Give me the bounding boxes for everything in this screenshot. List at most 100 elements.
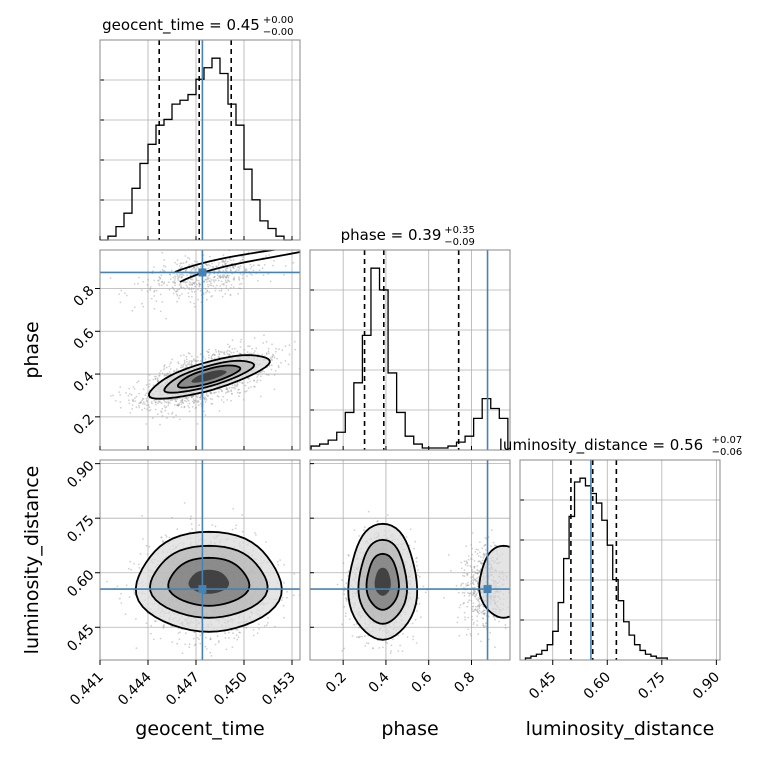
sample-point — [185, 284, 188, 287]
sample-point — [135, 647, 138, 650]
sample-point — [165, 406, 168, 408]
sample-point — [207, 278, 209, 280]
sample-point — [109, 277, 112, 279]
sample-point — [196, 401, 199, 404]
sample-point — [224, 637, 227, 639]
sample-point — [232, 267, 235, 269]
sample-point — [180, 285, 183, 287]
sample-point — [182, 286, 185, 289]
sample-point — [187, 352, 190, 354]
sample-point — [150, 624, 153, 627]
sample-point — [274, 625, 276, 628]
sample-point — [162, 627, 165, 629]
sample-point — [258, 269, 261, 272]
sample-point — [204, 263, 207, 266]
sample-point — [171, 411, 174, 414]
sample-point — [210, 392, 212, 395]
sample-point — [241, 274, 244, 276]
sample-point — [204, 287, 207, 290]
sample-point — [145, 399, 148, 402]
sample-point — [227, 280, 230, 282]
sample-point — [191, 263, 194, 265]
sample-point — [182, 365, 185, 367]
sample-point — [179, 401, 182, 403]
sample-point — [166, 284, 168, 287]
sample-point — [197, 298, 200, 301]
sample-point — [174, 284, 177, 287]
sample-point — [127, 394, 130, 397]
sample-point — [218, 270, 220, 272]
sample-point — [199, 353, 202, 356]
sample-point — [305, 332, 307, 334]
sample-point — [224, 293, 227, 295]
sample-point — [268, 365, 271, 367]
sample-point — [145, 544, 148, 547]
sample-point — [227, 631, 230, 634]
sample-point — [169, 402, 171, 404]
sample-point — [227, 343, 229, 346]
sample-point — [205, 278, 208, 280]
sample-point — [249, 267, 252, 270]
sample-point — [153, 279, 156, 282]
sample-point — [246, 351, 249, 354]
sample-point — [185, 260, 188, 263]
sample-point — [176, 273, 179, 276]
sample-point — [213, 354, 216, 357]
sample-point — [131, 399, 134, 402]
sample-point — [240, 255, 243, 258]
sample-point — [228, 346, 231, 349]
sample-point — [257, 264, 259, 267]
panel-2d-geocent_time-luminosity_distance — [99, 459, 301, 661]
sample-point — [188, 257, 191, 260]
sample-point — [191, 283, 194, 286]
sample-point — [230, 287, 232, 289]
sample-point — [184, 281, 187, 284]
sample-point — [159, 277, 162, 280]
sample-point — [220, 280, 223, 283]
sample-point — [141, 399, 144, 402]
sample-point — [165, 317, 167, 320]
sample-point — [173, 279, 176, 281]
sample-point — [154, 378, 157, 380]
sample-point — [210, 402, 213, 405]
sample-point — [129, 560, 132, 563]
sample-point — [180, 286, 183, 289]
sample-point — [190, 288, 193, 291]
sample-point — [199, 396, 202, 399]
sample-point — [255, 381, 258, 383]
sample-point — [149, 287, 152, 290]
sample-point — [176, 528, 179, 531]
sample-point — [182, 262, 185, 264]
sample-point — [232, 278, 235, 280]
sample-point — [246, 275, 248, 277]
sample-point — [207, 285, 210, 288]
sample-point — [186, 274, 189, 276]
sample-point — [176, 398, 178, 400]
sample-point — [214, 275, 216, 278]
sample-point — [213, 276, 215, 279]
sample-point — [204, 414, 207, 416]
sample-point — [231, 384, 234, 386]
sample-point — [193, 631, 196, 634]
sample-point — [125, 584, 128, 587]
sample-point — [180, 273, 182, 276]
sample-point — [230, 351, 233, 354]
sample-point — [235, 268, 238, 271]
sample-point — [262, 248, 264, 250]
sample-point — [203, 410, 205, 413]
sample-point — [276, 560, 279, 563]
sample-point — [188, 287, 190, 290]
sample-point — [220, 388, 222, 391]
sample-point — [217, 641, 220, 644]
sample-point — [180, 354, 182, 357]
sample-point — [213, 392, 216, 394]
sample-point — [218, 245, 220, 247]
sample-point — [207, 351, 210, 354]
sample-point — [170, 516, 173, 519]
panel-hist-geocent_time: geocent_time = 0.45 +0.00−0.00 — [99, 15, 301, 241]
sample-point — [183, 359, 186, 362]
sample-point — [224, 268, 227, 271]
sample-point — [263, 264, 266, 266]
sample-point — [160, 402, 163, 405]
sample-point — [148, 374, 151, 376]
